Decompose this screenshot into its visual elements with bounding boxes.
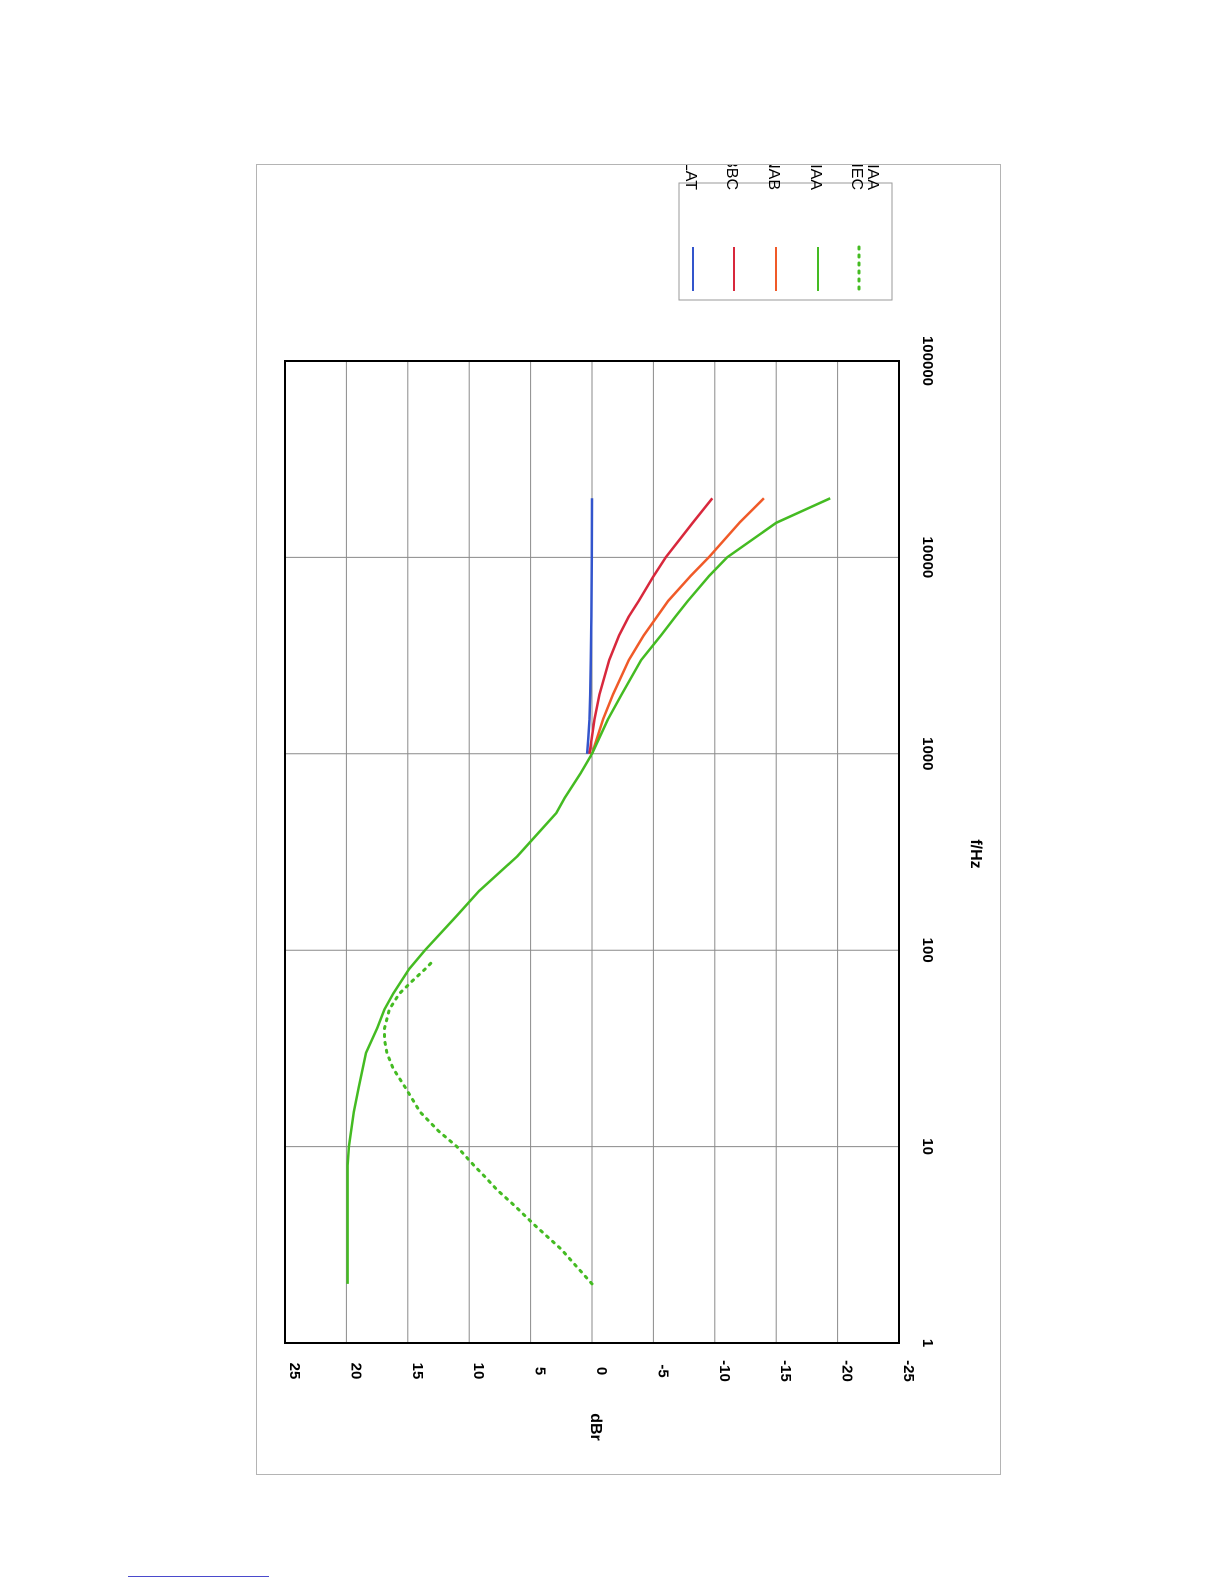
frequency-tick-label: 1000 [919,737,936,770]
level-tick-label: 0 [593,1367,610,1375]
legend-label: NAB [765,165,782,190]
legend-label: BBC [723,165,740,190]
level-tick-label: -10 [716,1360,733,1382]
series-layer [346,497,831,1286]
frequency-tick-label: 10000 [919,537,936,579]
frequency-tick-labels: 1 10 100 1000 10000 100000 [919,336,936,1347]
series-line-flat [585,498,594,754]
frequency-tick-label: 100 [919,938,936,963]
chart-svg: 1 10 100 1000 10000 100000 25 20 15 10 5 0 -5 -10 -15… [284,165,984,1441]
level-tick-label: -25 [900,1360,917,1382]
level-tick-label: 20 [347,1363,364,1380]
grid-layer [285,361,899,1343]
chart-frame: 1 10 100 1000 10000 100000 25 20 15 10 5 0 -5 -10 -15… [256,164,1001,1475]
series-line-bbc [588,497,714,754]
series-line-riaa [346,497,831,1284]
legend-label: RIAA [807,165,824,190]
series-line-iec-riaa [383,957,594,1286]
frequency-tick-label: 1 [919,1339,936,1347]
level-tick-labels: 25 20 15 10 5 0 -5 -10 -15 -20 -25 [286,1360,917,1382]
frequency-tick-label: 10 [919,1138,936,1155]
frequency-tick-label: 100000 [919,336,936,386]
legend-label: RIAA [864,165,881,190]
legend-label: FLAT [682,165,699,190]
x-axis-title: f/Hz [967,839,984,868]
level-tick-label: -20 [839,1360,856,1382]
footnote-separator [128,1576,269,1577]
level-tick-label: 10 [470,1363,487,1380]
level-tick-label: 25 [286,1363,303,1380]
legend-label: IEC [848,165,865,190]
legend: FLAT BBC NAB RIAA IEC RIAA [678,165,893,301]
level-tick-label: -15 [777,1360,794,1382]
level-tick-label: 5 [532,1367,549,1375]
legend-box [678,182,893,301]
plot-border [284,360,900,1344]
level-tick-label: -5 [654,1364,671,1377]
y-axis-title: dBr [587,1413,604,1441]
series-line-nab [590,497,765,755]
level-tick-label: 15 [409,1363,426,1380]
